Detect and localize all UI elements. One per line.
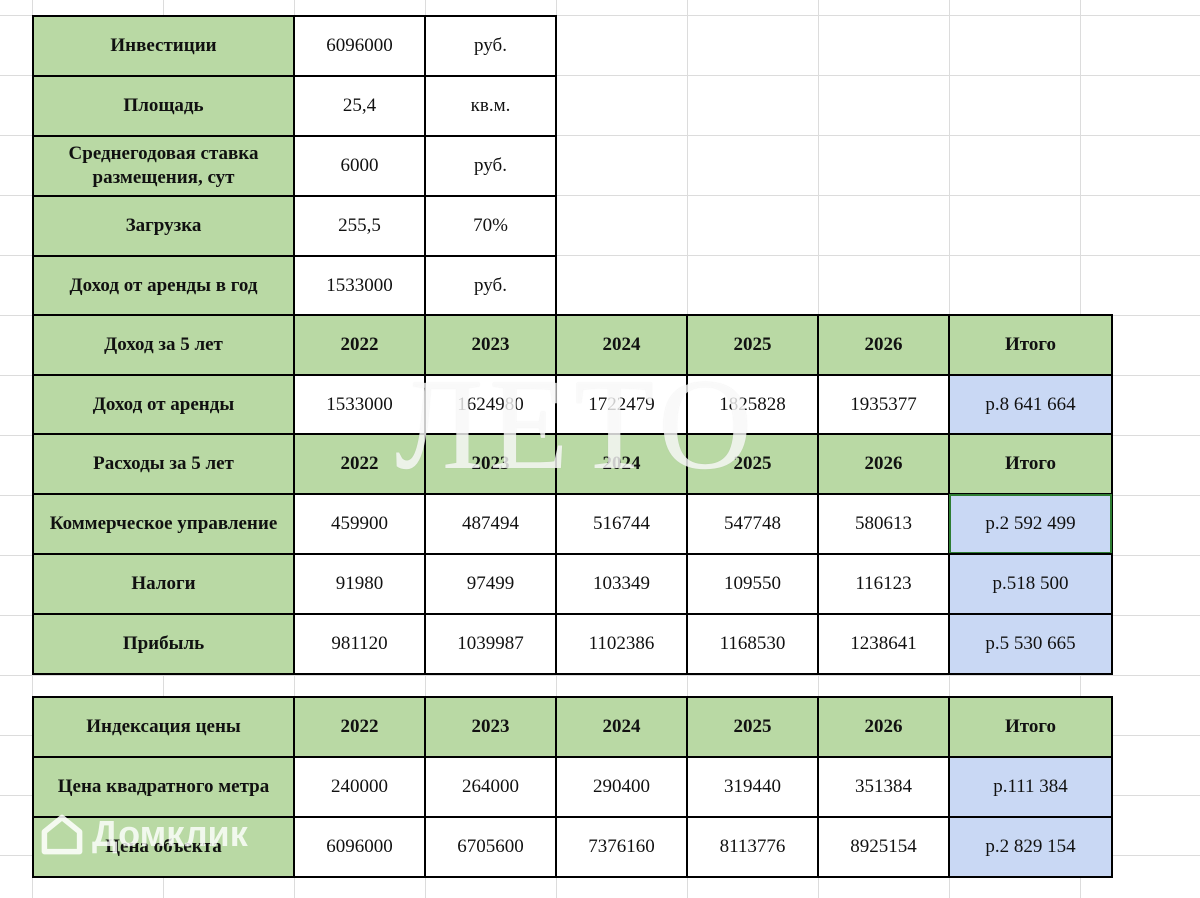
value-cell[interactable]: 97499 bbox=[424, 553, 557, 615]
value-cell[interactable]: 109550 bbox=[686, 553, 819, 615]
row-label-cell[interactable]: Коммерческое управление bbox=[32, 493, 295, 555]
value-cell[interactable]: 547748 bbox=[686, 493, 819, 555]
value-cell[interactable]: 351384 bbox=[817, 756, 950, 818]
total-cell[interactable]: р.8 641 664 bbox=[948, 374, 1113, 436]
year-header-cell[interactable]: 2023 bbox=[424, 696, 557, 758]
info-unit-cell[interactable]: 70% bbox=[424, 195, 557, 257]
year-header-cell[interactable]: 2022 bbox=[293, 314, 426, 376]
row-label-cell[interactable]: Прибыль bbox=[32, 613, 295, 675]
section-header-cell[interactable]: Индексация цены bbox=[32, 696, 295, 758]
value-cell[interactable]: 1168530 bbox=[686, 613, 819, 675]
value-cell[interactable]: 290400 bbox=[555, 756, 688, 818]
section-header-cell[interactable]: Расходы за 5 лет bbox=[32, 433, 295, 495]
info-value-cell[interactable]: 25,4 bbox=[293, 75, 426, 137]
year-header-cell[interactable]: 2025 bbox=[686, 314, 819, 376]
value-cell[interactable]: 1533000 bbox=[293, 374, 426, 436]
info-unit-cell[interactable]: кв.м. bbox=[424, 75, 557, 137]
value-cell[interactable]: 516744 bbox=[555, 493, 688, 555]
year-header-cell[interactable]: Итого bbox=[948, 314, 1113, 376]
value-cell[interactable]: 487494 bbox=[424, 493, 557, 555]
value-cell[interactable]: 1102386 bbox=[555, 613, 688, 675]
year-header-cell[interactable]: 2024 bbox=[555, 314, 688, 376]
year-header-cell[interactable]: 2026 bbox=[817, 314, 950, 376]
value-cell[interactable]: 91980 bbox=[293, 553, 426, 615]
value-cell[interactable]: 1825828 bbox=[686, 374, 819, 436]
year-header-cell[interactable]: 2024 bbox=[555, 696, 688, 758]
info-unit-cell[interactable]: руб. bbox=[424, 255, 557, 317]
year-header-cell[interactable]: Итого bbox=[948, 696, 1113, 758]
year-header-cell[interactable]: 2023 bbox=[424, 433, 557, 495]
year-header-cell[interactable]: 2022 bbox=[293, 433, 426, 495]
value-cell[interactable]: 580613 bbox=[817, 493, 950, 555]
info-value-cell[interactable]: 6000 bbox=[293, 135, 426, 197]
value-cell[interactable]: 6096000 bbox=[293, 816, 426, 878]
year-header-cell[interactable]: 2023 bbox=[424, 314, 557, 376]
value-cell[interactable]: 459900 bbox=[293, 493, 426, 555]
value-cell[interactable]: 116123 bbox=[817, 553, 950, 615]
info-label-cell[interactable]: Среднегодовая ставка размещения, сут bbox=[32, 135, 295, 197]
value-cell[interactable]: 8113776 bbox=[686, 816, 819, 878]
row-label-cell[interactable]: Доход от аренды bbox=[32, 374, 295, 436]
info-value-cell[interactable]: 6096000 bbox=[293, 15, 426, 77]
info-label-cell[interactable]: Инвестиции bbox=[32, 15, 295, 77]
value-cell[interactable]: 981120 bbox=[293, 613, 426, 675]
year-header-cell[interactable]: 2026 bbox=[817, 696, 950, 758]
info-unit-cell[interactable]: руб. bbox=[424, 15, 557, 77]
value-cell[interactable]: 1722479 bbox=[555, 374, 688, 436]
value-cell[interactable]: 8925154 bbox=[817, 816, 950, 878]
row-label-cell[interactable]: Налоги bbox=[32, 553, 295, 615]
info-label-cell[interactable]: Доход от аренды в год bbox=[32, 255, 295, 317]
row-label-cell[interactable]: Цена объекта bbox=[32, 816, 295, 878]
year-header-cell[interactable]: 2026 bbox=[817, 433, 950, 495]
value-cell[interactable]: 1935377 bbox=[817, 374, 950, 436]
row-label-cell[interactable]: Цена квадратного метра bbox=[32, 756, 295, 818]
year-header-cell[interactable]: 2025 bbox=[686, 696, 819, 758]
info-value-cell[interactable]: 1533000 bbox=[293, 255, 426, 317]
value-cell[interactable]: 7376160 bbox=[555, 816, 688, 878]
info-value-cell[interactable]: 255,5 bbox=[293, 195, 426, 257]
info-label-cell[interactable]: Загрузка bbox=[32, 195, 295, 257]
total-cell[interactable]: р.2 592 499 bbox=[948, 493, 1113, 555]
value-cell[interactable]: 103349 bbox=[555, 553, 688, 615]
year-header-cell[interactable]: Итого bbox=[948, 433, 1113, 495]
total-cell[interactable]: р.5 530 665 bbox=[948, 613, 1113, 675]
total-cell[interactable]: р.111 384 bbox=[948, 756, 1113, 818]
year-header-cell[interactable]: 2025 bbox=[686, 433, 819, 495]
info-unit-cell[interactable]: руб. bbox=[424, 135, 557, 197]
total-cell[interactable]: р.2 829 154 bbox=[948, 816, 1113, 878]
value-cell[interactable]: 264000 bbox=[424, 756, 557, 818]
value-cell[interactable]: 1624980 bbox=[424, 374, 557, 436]
year-header-cell[interactable]: 2024 bbox=[555, 433, 688, 495]
year-header-cell[interactable]: 2022 bbox=[293, 696, 426, 758]
value-cell[interactable]: 240000 bbox=[293, 756, 426, 818]
section-header-cell[interactable]: Доход за 5 лет bbox=[32, 314, 295, 376]
value-cell[interactable]: 1238641 bbox=[817, 613, 950, 675]
total-cell[interactable]: р.518 500 bbox=[948, 553, 1113, 615]
info-label-cell[interactable]: Площадь bbox=[32, 75, 295, 137]
value-cell[interactable]: 1039987 bbox=[424, 613, 557, 675]
value-cell[interactable]: 319440 bbox=[686, 756, 819, 818]
value-cell[interactable]: 6705600 bbox=[424, 816, 557, 878]
